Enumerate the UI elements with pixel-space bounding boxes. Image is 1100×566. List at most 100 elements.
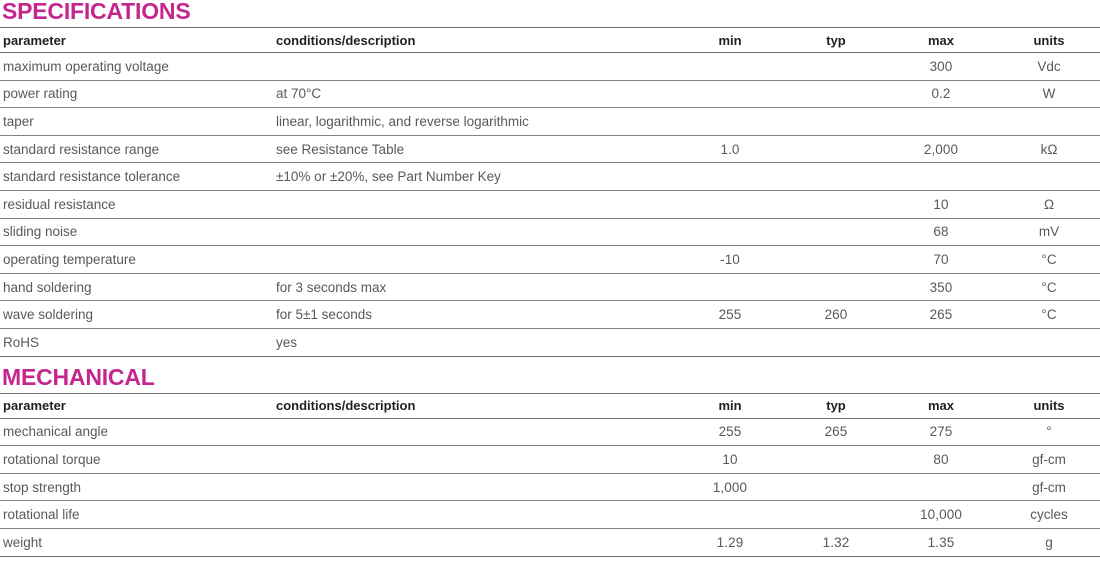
table-row: standard resistance range see Resistance … [0,135,1100,164]
cell-units: mV [994,218,1100,247]
cell-min [676,273,784,302]
cell-min [676,107,784,136]
cell-conditions [271,418,676,447]
column-header-parameter: parameter [0,392,271,419]
cell-parameter: wave soldering [0,300,271,329]
table-row: wave soldering for 5±1 seconds 255 260 265 °C [0,300,1100,329]
cell-max: 1.35 [888,528,994,557]
cell-max: 275 [888,418,994,447]
cell-units: °C [994,300,1100,329]
mechanical-table-body: mechanical angle 255 265 275 ° rotational tor… [0,418,1100,557]
cell-units: ° [994,418,1100,447]
cell-units: Vdc [994,52,1100,81]
section-title-mechanical: MECHANICAL [2,363,155,390]
cell-typ [784,190,888,219]
column-header-units: units [994,27,1100,53]
cell-parameter: sliding noise [0,218,271,247]
cell-typ [784,162,888,191]
cell-max: 80 [888,445,994,474]
column-header-typ: typ [784,27,888,53]
cell-typ [784,273,888,302]
cell-conditions: see Resistance Table [271,135,676,164]
column-header-max: max [888,27,994,53]
cell-typ: 1.32 [784,528,888,557]
mechanical-table: parameter conditions/description min typ… [0,392,1100,557]
cell-units [994,162,1100,191]
cell-min: 10 [676,445,784,474]
section-specifications: SPECIFICATIONS parameter conditions/desc… [0,0,1100,357]
cell-typ [784,107,888,136]
cell-max [888,328,994,357]
cell-min [676,52,784,81]
cell-conditions [271,500,676,529]
cell-max: 2,000 [888,135,994,164]
cell-max [888,162,994,191]
cell-min [676,218,784,247]
cell-units: °C [994,245,1100,274]
cell-typ [784,245,888,274]
cell-parameter: residual resistance [0,190,271,219]
cell-typ [784,473,888,502]
cell-typ [784,328,888,357]
column-header-typ: typ [784,392,888,419]
table-row: weight 1.29 1.32 1.35 g [0,528,1100,557]
cell-conditions [271,473,676,502]
cell-units: kΩ [994,135,1100,164]
section-title-specifications: SPECIFICATIONS [2,0,191,24]
cell-parameter: standard resistance tolerance [0,162,271,191]
table-row: hand soldering for 3 seconds max 350 °C [0,273,1100,302]
cell-conditions [271,528,676,557]
cell-min: 255 [676,418,784,447]
column-header-max: max [888,392,994,419]
cell-max [888,473,994,502]
table-header-row: parameter conditions/description min typ… [0,27,1100,53]
cell-typ [784,445,888,474]
table-row: power rating at 70°C 0.2 W [0,80,1100,109]
cell-min [676,80,784,109]
cell-min [676,162,784,191]
cell-max: 68 [888,218,994,247]
cell-max [888,107,994,136]
cell-conditions: for 5±1 seconds [271,300,676,329]
cell-conditions: linear, logarithmic, and reverse logarit… [271,107,676,136]
cell-max: 350 [888,273,994,302]
mechanical-table-header: parameter conditions/description min typ… [0,392,1100,419]
column-header-conditions: conditions/description [271,392,676,419]
cell-units: gf-cm [994,445,1100,474]
table-row: residual resistance 10 Ω [0,190,1100,219]
cell-min [676,190,784,219]
cell-units: cycles [994,500,1100,529]
cell-min: 1.29 [676,528,784,557]
cell-max: 265 [888,300,994,329]
section-mechanical: MECHANICAL parameter conditions/descript… [0,363,1100,557]
cell-parameter: mechanical angle [0,418,271,447]
cell-max: 300 [888,52,994,81]
cell-parameter: maximum operating voltage [0,52,271,81]
table-row: maximum operating voltage 300 Vdc [0,52,1100,81]
cell-typ [784,52,888,81]
cell-conditions: for 3 seconds max [271,273,676,302]
table-header-row: parameter conditions/description min typ… [0,392,1100,419]
cell-typ [784,135,888,164]
cell-parameter: power rating [0,80,271,109]
cell-max: 70 [888,245,994,274]
cell-min: 255 [676,300,784,329]
column-header-min: min [676,27,784,53]
specifications-table: parameter conditions/description min typ… [0,27,1100,357]
table-row: standard resistance tolerance ±10% or ±20… [0,162,1100,191]
specifications-table-header: parameter conditions/description min typ… [0,27,1100,53]
cell-conditions: at 70°C [271,80,676,109]
cell-typ: 265 [784,418,888,447]
cell-units [994,328,1100,357]
cell-parameter: RoHS [0,328,271,357]
cell-units: W [994,80,1100,109]
cell-parameter: rotational life [0,500,271,529]
cell-units: °C [994,273,1100,302]
cell-conditions: yes [271,328,676,357]
cell-min: 1.0 [676,135,784,164]
column-header-min: min [676,392,784,419]
cell-parameter: operating temperature [0,245,271,274]
cell-typ: 260 [784,300,888,329]
cell-typ [784,80,888,109]
